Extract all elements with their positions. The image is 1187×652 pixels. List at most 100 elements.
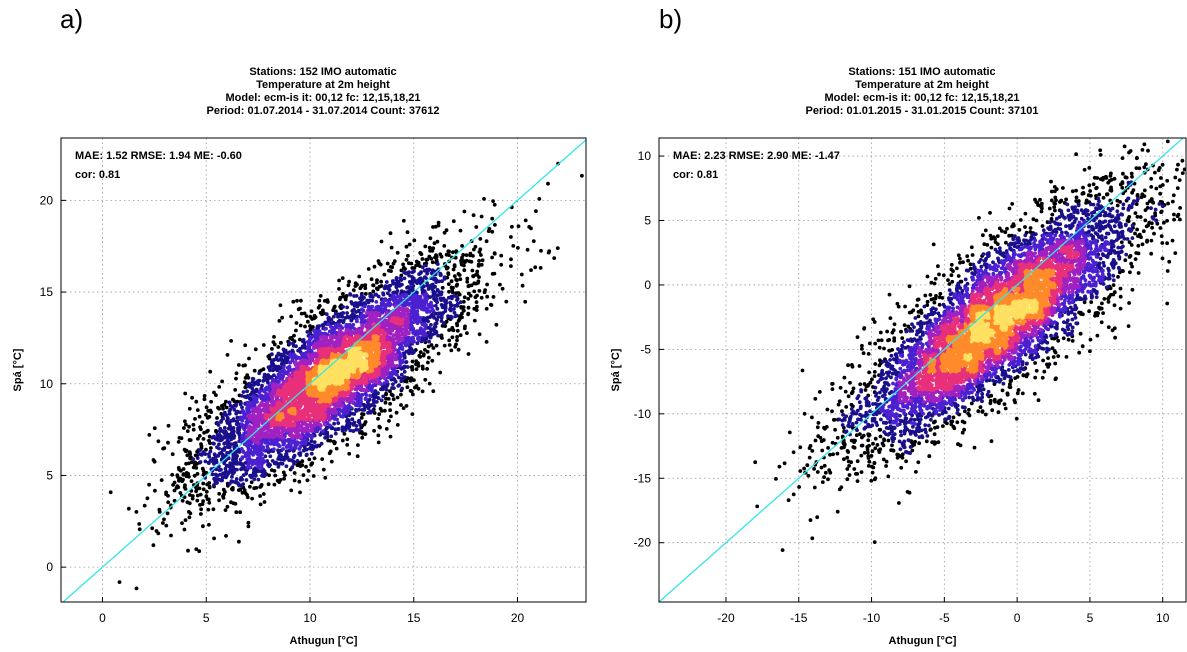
data-point [415,281,419,285]
data-point [229,479,234,483]
data-point [374,305,379,310]
data-point [170,472,175,477]
data-point [244,471,249,476]
data-point [325,425,329,430]
data-point [534,209,538,214]
data-point [301,473,306,477]
data-point [206,507,211,512]
data-point [134,586,139,591]
data-point [425,271,429,276]
data-point [338,329,343,334]
data-point [183,419,187,424]
data-point [406,253,410,258]
data-point [245,465,250,470]
data-point [358,423,363,427]
data-point [372,404,377,408]
data-point [383,304,388,309]
data-point [287,341,292,346]
data-point [183,449,188,454]
data-point [425,281,429,285]
data-point [241,390,246,394]
data-point [389,375,393,379]
data-point [412,238,417,243]
data-point [321,429,325,433]
data-point [337,278,341,283]
data-point [236,426,240,430]
data-point [363,420,368,424]
data-point [430,358,435,363]
data-point [420,322,425,327]
data-point [231,397,235,402]
data-point [378,425,382,430]
data-point [341,343,345,347]
data-point [199,507,204,512]
data-point [407,348,412,352]
data-point [439,313,444,318]
data-point [302,340,307,345]
data-point [274,461,279,466]
data-point [147,433,152,437]
data-point [429,323,433,327]
data-point [426,268,430,273]
data-point [397,375,401,380]
data-point [356,419,361,424]
data-point [412,330,417,335]
data-point [272,388,276,393]
data-point [452,307,456,311]
data-point [404,343,408,348]
data-point [436,351,441,356]
data-point [500,286,505,291]
data-point [156,439,161,444]
data-point [258,394,262,399]
data-point [207,454,212,459]
data-point [546,250,551,255]
data-point [271,385,276,390]
data-point [427,245,432,250]
data-point [464,253,469,257]
data-point [401,406,406,410]
data-point [263,454,268,459]
data-point [381,350,386,355]
data-point [460,315,464,320]
data-point [410,350,415,355]
data-point [447,338,452,343]
data-point [417,272,421,276]
data-point [243,343,248,348]
data-point [452,310,457,315]
data-point [214,428,218,433]
data-point [245,384,250,389]
data-point [458,333,463,338]
data-point [446,249,451,254]
data-point [238,510,243,515]
data-point [555,246,560,251]
data-point [388,293,393,298]
data-point [498,282,502,287]
data-point [215,420,220,425]
data-point [230,471,235,476]
data-point [312,346,316,350]
data-point [225,419,229,423]
data-point [276,429,281,434]
data-point [220,379,225,384]
data-point [407,242,412,247]
data-point [436,288,440,293]
data-point [422,352,426,357]
data-point [306,405,310,410]
data-point [394,364,399,368]
data-point [225,438,230,443]
data-point [297,479,302,484]
data-point [430,282,435,287]
data-point [266,376,271,381]
data-point [272,342,277,347]
data-point [372,428,376,433]
data-point [185,453,190,458]
data-point [392,377,397,382]
data-point [499,253,504,258]
data-point [202,397,207,402]
data-point [246,524,251,529]
data-point [218,472,223,477]
data-point [455,295,459,299]
data-point [429,343,434,347]
data-point [328,408,333,412]
data-point [309,435,314,440]
